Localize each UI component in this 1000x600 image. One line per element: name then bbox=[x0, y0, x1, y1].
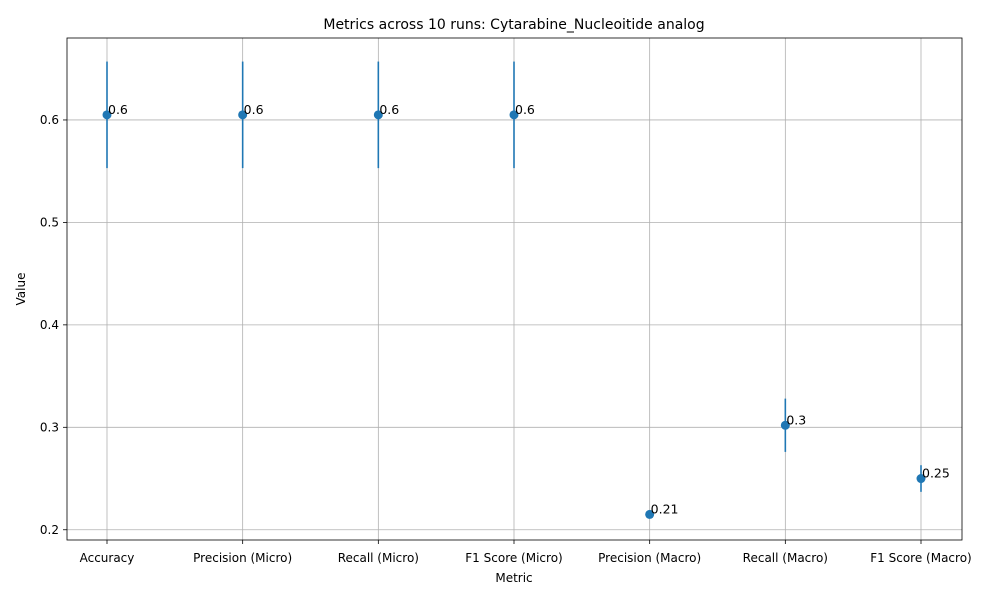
y-tick-label: 0.2 bbox=[40, 523, 59, 537]
y-tick-label: 0.6 bbox=[40, 113, 59, 127]
data-label: 0.25 bbox=[922, 466, 950, 481]
x-tick-label: F1 Score (Micro) bbox=[465, 551, 562, 565]
data-label: 0.6 bbox=[108, 102, 128, 117]
y-tick-label: 0.5 bbox=[40, 215, 59, 229]
marks-layer: 0.6 0.6 0.6 0.6 0.21 0.3 0.25 bbox=[102, 61, 950, 519]
x-tick-label: Accuracy bbox=[80, 551, 135, 565]
x-axis-label: Metric bbox=[495, 571, 532, 585]
data-point bbox=[102, 110, 112, 120]
y-tick-label: 0.3 bbox=[40, 420, 59, 434]
data-label: 0.21 bbox=[651, 501, 679, 516]
data-point bbox=[780, 420, 790, 430]
data-point bbox=[645, 509, 655, 519]
data-label: 0.6 bbox=[244, 102, 264, 117]
ticks-layer: Accuracy Precision (Micro) Recall (Micro) F… bbox=[40, 113, 972, 565]
chart-title: Metrics across 10 runs: Cytarabine_Nucle… bbox=[323, 17, 704, 33]
y-axis-label: Value bbox=[14, 273, 28, 306]
x-tick-label: Precision (Micro) bbox=[193, 551, 292, 565]
plot-frame bbox=[66, 37, 963, 541]
data-point bbox=[509, 110, 519, 120]
x-tick-label: Recall (Macro) bbox=[743, 551, 828, 565]
x-tick-label: Recall (Micro) bbox=[338, 551, 419, 565]
data-label: 0.3 bbox=[786, 412, 806, 427]
x-tick-label: F1 Score (Macro) bbox=[870, 551, 971, 565]
y-tick-label: 0.4 bbox=[40, 318, 59, 332]
data-point bbox=[916, 474, 926, 484]
data-point bbox=[373, 110, 383, 120]
data-label: 0.6 bbox=[515, 102, 535, 117]
data-point bbox=[238, 110, 248, 120]
x-tick-label: Precision (Macro) bbox=[598, 551, 701, 565]
data-label: 0.6 bbox=[379, 102, 399, 117]
